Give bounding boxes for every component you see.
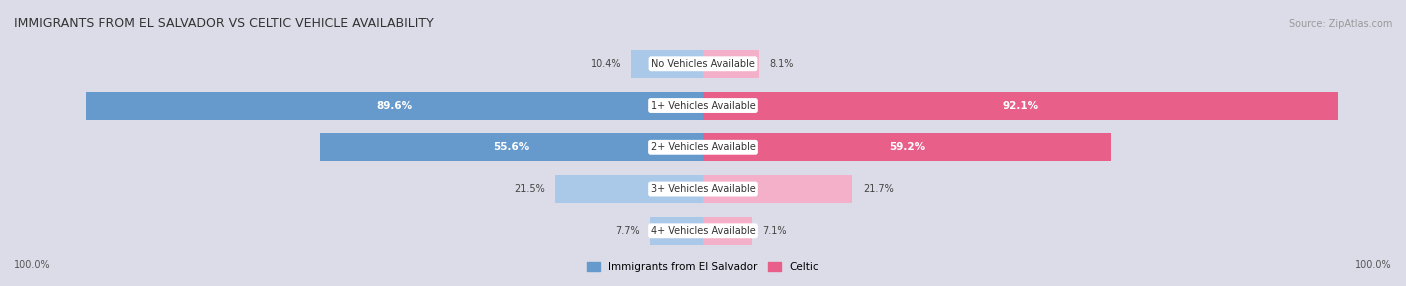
Text: 21.5%: 21.5% bbox=[513, 184, 544, 194]
Text: 100.0%: 100.0% bbox=[14, 261, 51, 270]
Bar bbox=[703, 50, 759, 78]
Text: 55.6%: 55.6% bbox=[494, 142, 530, 152]
Bar bbox=[703, 175, 852, 203]
Legend: Immigrants from El Salvador, Celtic: Immigrants from El Salvador, Celtic bbox=[583, 258, 823, 276]
Bar bbox=[650, 217, 703, 245]
Bar bbox=[86, 92, 703, 120]
Text: 4+ Vehicles Available: 4+ Vehicles Available bbox=[651, 226, 755, 236]
Bar bbox=[703, 133, 1111, 161]
Text: 21.7%: 21.7% bbox=[863, 184, 894, 194]
Text: 89.6%: 89.6% bbox=[377, 101, 412, 110]
Text: No Vehicles Available: No Vehicles Available bbox=[651, 59, 755, 69]
Text: 59.2%: 59.2% bbox=[889, 142, 925, 152]
Text: Source: ZipAtlas.com: Source: ZipAtlas.com bbox=[1288, 19, 1392, 29]
Bar bbox=[631, 50, 703, 78]
Text: 1+ Vehicles Available: 1+ Vehicles Available bbox=[651, 101, 755, 110]
Text: 92.1%: 92.1% bbox=[1002, 101, 1038, 110]
Bar bbox=[555, 175, 703, 203]
Bar bbox=[321, 133, 703, 161]
Text: IMMIGRANTS FROM EL SALVADOR VS CELTIC VEHICLE AVAILABILITY: IMMIGRANTS FROM EL SALVADOR VS CELTIC VE… bbox=[14, 17, 434, 30]
Bar bbox=[703, 217, 752, 245]
Text: 3+ Vehicles Available: 3+ Vehicles Available bbox=[651, 184, 755, 194]
Bar bbox=[703, 92, 1337, 120]
Text: 8.1%: 8.1% bbox=[769, 59, 793, 69]
Text: 10.4%: 10.4% bbox=[591, 59, 621, 69]
Text: 7.7%: 7.7% bbox=[614, 226, 640, 236]
Text: 100.0%: 100.0% bbox=[1355, 261, 1392, 270]
Text: 2+ Vehicles Available: 2+ Vehicles Available bbox=[651, 142, 755, 152]
Text: 7.1%: 7.1% bbox=[762, 226, 787, 236]
